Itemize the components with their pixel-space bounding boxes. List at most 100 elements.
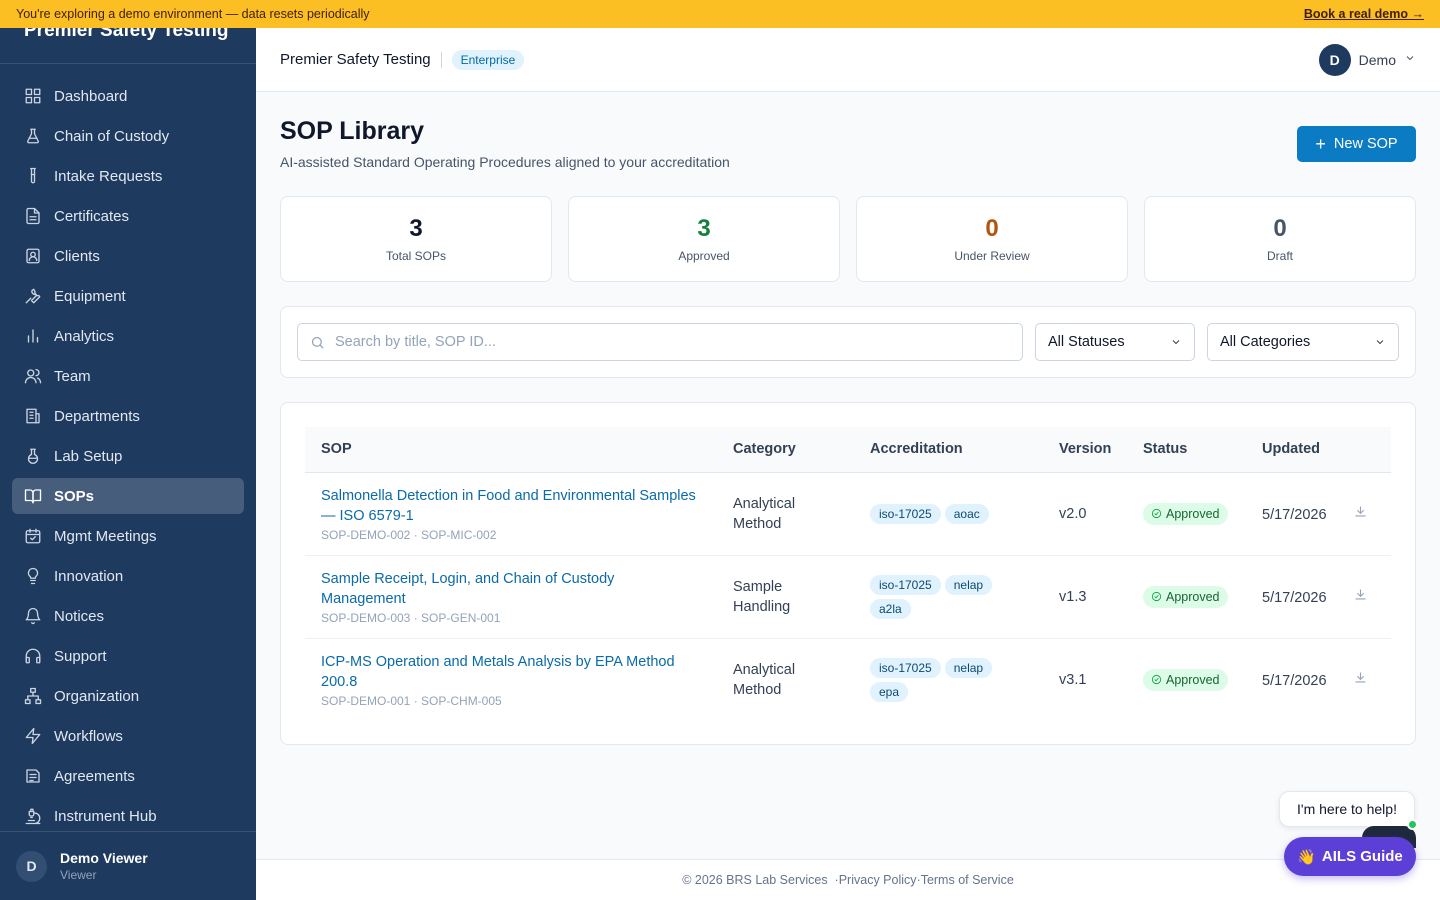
book-open-icon — [24, 487, 42, 505]
footer: © 2026 BRS Lab Services · Privacy Policy… — [256, 859, 1440, 900]
table-row[interactable]: Sample Receipt, Login, and Chain of Cust… — [305, 555, 1391, 638]
sidebar-item-innovation[interactable]: Innovation — [12, 558, 244, 594]
sidebar-item-label: Team — [54, 367, 91, 385]
sidebar-item-label: Organization — [54, 687, 140, 705]
column-header-status[interactable]: Status — [1127, 427, 1246, 473]
status-label: Approved — [1166, 589, 1220, 604]
download-icon[interactable] — [1353, 589, 1368, 605]
filter-bar: All Statuses All Categories — [280, 306, 1416, 378]
sidebar-item-label: Departments — [54, 407, 140, 425]
sidebar-user[interactable]: D Demo Viewer Viewer — [0, 831, 256, 900]
accreditation-tag: iso-17025 — [870, 574, 941, 595]
sidebar-item-instrument-hub[interactable]: Instrument Hub — [12, 798, 244, 834]
sidebar-item-departments[interactable]: Departments — [12, 398, 244, 434]
top-header: Premier Safety Testing Enterprise D Demo — [256, 28, 1440, 92]
sop-title-link[interactable]: Sample Receipt, Login, and Chain of Cust… — [321, 570, 615, 607]
download-icon[interactable] — [1353, 506, 1368, 522]
page-subtitle: AI-assisted Standard Operating Procedure… — [280, 154, 730, 170]
sidebar-item-intake-requests[interactable]: Intake Requests — [12, 158, 244, 194]
sidebar-item-support[interactable]: Support — [12, 638, 244, 674]
column-header-accreditation[interactable]: Accreditation — [854, 427, 1043, 473]
sop-version: v1.3 — [1059, 589, 1087, 605]
sidebar-item-equipment[interactable]: Equipment — [12, 278, 244, 314]
sidebar-item-clients[interactable]: Clients — [12, 238, 244, 274]
table-row[interactable]: Salmonella Detection in Food and Environ… — [305, 472, 1391, 555]
bell-icon — [24, 607, 42, 625]
page-title: SOP Library — [280, 117, 425, 145]
search-box[interactable] — [297, 323, 1023, 361]
accreditation-tag: a2la — [870, 598, 911, 619]
privacy-policy-link[interactable]: Privacy Policy — [838, 873, 917, 887]
plan-badge: Enterprise — [451, 49, 525, 70]
sidebar-nav: Dashboard Chain of Custody Intake Reques… — [0, 64, 256, 834]
sop-updated: 5/17/2026 — [1262, 507, 1327, 523]
sidebar-item-organization[interactable]: Organization — [12, 678, 244, 714]
document-icon — [24, 207, 42, 225]
sop-ids: SOP-DEMO-003 · SOP-GEN-001 — [321, 610, 501, 625]
beaker-icon — [24, 447, 42, 465]
accreditation-tag: iso-17025 — [870, 657, 941, 678]
sidebar: Premier Safety Testing Dashboard Chain o… — [0, 28, 256, 900]
sidebar-item-agreements[interactable]: Agreements — [12, 758, 244, 794]
sop-updated: 5/17/2026 — [1262, 673, 1327, 690]
search-input[interactable] — [335, 334, 995, 350]
sidebar-item-workflows[interactable]: Workflows — [12, 718, 244, 754]
book-demo-link[interactable]: Book a real demo → — [1303, 7, 1424, 21]
stat-value: 3 — [697, 215, 711, 242]
category-select[interactable]: All Categories — [1207, 323, 1399, 361]
terms-of-service-link[interactable]: Terms of Service — [920, 873, 1014, 887]
sidebar-item-lab-setup[interactable]: Lab Setup — [12, 438, 244, 474]
sidebar-brand: Premier Safety Testing — [0, 28, 256, 64]
category-select-value: All Categories — [1220, 334, 1311, 350]
sidebar-item-dashboard[interactable]: Dashboard — [12, 78, 244, 114]
sop-version: v2.0 — [1059, 506, 1087, 522]
ails-guide-button[interactable]: 👋 AILS Guide — [1284, 837, 1416, 876]
wrench-icon — [24, 287, 42, 305]
stat-card-draft: 0 Draft — [1144, 196, 1416, 282]
user-menu[interactable]: D Demo — [1318, 43, 1416, 76]
user-role: Viewer — [60, 868, 97, 882]
column-header-sop[interactable]: SOP — [305, 427, 717, 473]
contact-icon — [24, 247, 42, 265]
status-select-value: All Statuses — [1048, 334, 1125, 350]
footer-copyright: © 2026 BRS Lab Services — [682, 873, 828, 887]
new-sop-label: New SOP — [1333, 136, 1398, 152]
sidebar-item-label: Equipment — [54, 287, 126, 305]
brand-name[interactable]: Premier Safety Testing — [24, 28, 229, 41]
chevron-down-icon — [1376, 340, 1384, 345]
sidebar-item-chain-of-custody[interactable]: Chain of Custody — [12, 118, 244, 154]
column-header-updated[interactable]: Updated — [1246, 427, 1391, 473]
accreditation-tags: iso-17025 aoac — [870, 503, 1030, 524]
sidebar-item-sops[interactable]: SOPs — [12, 478, 244, 514]
sidebar-item-analytics[interactable]: Analytics — [12, 318, 244, 354]
sop-title-link[interactable]: Salmonella Detection in Food and Environ… — [321, 487, 696, 524]
stat-value: 0 — [985, 215, 999, 242]
sop-category: Analytical Method — [733, 661, 796, 698]
org-chart-icon — [24, 687, 42, 705]
building-icon — [24, 407, 42, 425]
accreditation-tag: aoac — [944, 503, 989, 524]
sop-title-link[interactable]: ICP-MS Operation and Metals Analysis by … — [321, 653, 675, 690]
sop-ids: SOP-DEMO-002 · SOP-MIC-002 — [321, 527, 497, 542]
sidebar-item-notices[interactable]: Notices — [12, 598, 244, 634]
accreditation-tag: nelap — [944, 574, 993, 595]
download-icon[interactable] — [1353, 672, 1368, 688]
sidebar-item-label: Dashboard — [54, 87, 128, 105]
sidebar-item-team[interactable]: Team — [12, 358, 244, 394]
check-circle-icon — [1151, 508, 1162, 519]
new-sop-button[interactable]: + New SOP — [1297, 126, 1416, 162]
stat-value: 3 — [409, 215, 423, 242]
column-header-version[interactable]: Version — [1043, 427, 1127, 473]
sidebar-item-certificates[interactable]: Certificates — [12, 198, 244, 234]
sidebar-item-label: Mgmt Meetings — [54, 527, 157, 545]
sop-table-card: SOP Category Accreditation Version Statu… — [280, 402, 1416, 745]
status-select[interactable]: All Statuses — [1035, 323, 1195, 361]
help-bubble[interactable]: I'm here to help! — [1279, 791, 1415, 827]
sidebar-item-mgmt-meetings[interactable]: Mgmt Meetings — [12, 518, 244, 554]
waving-hand-icon: 👋 — [1297, 848, 1316, 866]
table-row[interactable]: ICP-MS Operation and Metals Analysis by … — [305, 638, 1391, 721]
dashboard-icon — [24, 87, 42, 105]
column-header-category[interactable]: Category — [717, 427, 854, 473]
chevron-down-icon — [1172, 340, 1180, 345]
stat-label: Approved — [678, 249, 730, 263]
